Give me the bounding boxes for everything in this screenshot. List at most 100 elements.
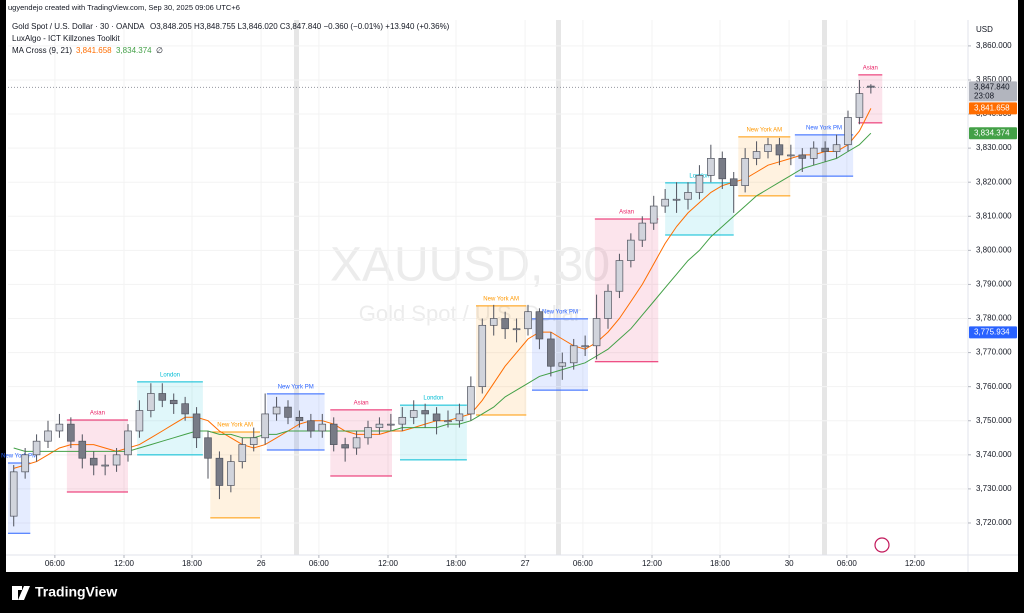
candle-body <box>775 144 784 156</box>
killzone-box <box>266 393 325 451</box>
candle-body <box>661 198 669 207</box>
price-badge-label: 3,775.934 <box>974 327 1010 336</box>
candle-body <box>832 144 841 152</box>
x-tick-label: 26 <box>257 559 266 568</box>
killzone-label: Asian <box>863 65 878 71</box>
killzone-label: Asian <box>354 400 369 406</box>
killzone-label: Asian <box>619 210 634 216</box>
candle-body <box>215 457 224 486</box>
ma-fast-value: 3,841.658 <box>76 46 112 55</box>
countdown: 23:08 <box>974 91 995 100</box>
x-tick-label: 12:00 <box>905 559 926 568</box>
killzone-label: New York AM <box>483 296 519 302</box>
candle-body <box>44 430 52 442</box>
candle-body <box>844 117 852 146</box>
currency: USD <box>976 25 993 34</box>
candle-body <box>684 192 692 200</box>
killzone-label: New York AM <box>217 423 253 429</box>
ma-name: MA Cross (9, 21) <box>12 46 72 55</box>
price-badge <box>969 102 1017 115</box>
x-tick-label: 12:00 <box>642 559 663 568</box>
candle-body <box>204 437 212 459</box>
killzone-label: New York PM <box>542 309 578 315</box>
candle-body <box>67 423 75 442</box>
x-tick-label: 27 <box>521 559 530 568</box>
candle-body <box>524 311 532 330</box>
y-tick-label: 3,760.000 <box>976 382 1012 391</box>
y-tick-label: 3,810.000 <box>976 211 1012 220</box>
y-tick-label: 3,730.000 <box>976 484 1012 493</box>
candle-body <box>409 410 418 418</box>
candle-body <box>547 338 555 367</box>
candle-body <box>672 198 681 201</box>
y-tick-label: 3,790.000 <box>976 280 1012 289</box>
y-tick-label: 3,830.000 <box>976 143 1012 152</box>
candle-body <box>272 406 281 415</box>
y-tick-label: 3,860.000 <box>976 41 1012 50</box>
y-tick-label: 3,770.000 <box>976 348 1012 357</box>
candle-body <box>284 406 292 418</box>
candle-body <box>729 178 738 186</box>
x-tick-label: 06:00 <box>837 559 858 568</box>
killzone-label: London <box>160 372 180 378</box>
candle-body <box>821 147 829 152</box>
candle-body <box>604 290 612 319</box>
candle-body <box>318 423 327 432</box>
killzone-label: New York PM <box>1 454 37 460</box>
moving-average <box>13 132 872 452</box>
candle-body <box>147 393 155 411</box>
candle-body <box>387 423 395 426</box>
price-badge <box>969 81 1017 102</box>
candle-body <box>329 423 338 445</box>
candle-body <box>112 454 121 466</box>
candle-body <box>752 151 761 159</box>
candle-body <box>638 222 647 241</box>
y-tick-label: 3,800.000 <box>976 245 1012 254</box>
candle-body <box>855 93 864 118</box>
y-tick-label: 3,750.000 <box>976 416 1012 425</box>
candle-body <box>809 147 818 159</box>
moving-average <box>13 108 872 469</box>
watermark-symbol: XAUUSD, 30 <box>330 239 610 292</box>
x-tick-label: 12:00 <box>114 559 135 568</box>
candle-body <box>78 440 87 459</box>
ohlc: O3,848.205 H3,848.755 L3,846.020 C3,847.… <box>150 22 450 31</box>
brand-logo <box>12 586 30 600</box>
y-tick-label: 3,850.000 <box>976 75 1012 84</box>
killzone-box <box>594 219 659 362</box>
killzone-label: Asian <box>90 411 105 417</box>
candle-body <box>398 416 407 425</box>
chart-panel <box>6 0 1018 572</box>
candle-body <box>364 427 372 439</box>
candle-body <box>295 416 304 422</box>
x-tick-label: 06:00 <box>573 559 594 568</box>
price-badge <box>969 127 1017 140</box>
ma-extra: ∅ <box>156 46 163 55</box>
plot: New York PM Asian London New York AM New Yor… <box>1 20 968 555</box>
candle-body <box>444 420 452 423</box>
watermark-name: Gold Spot / U.S. Dollar <box>359 301 582 326</box>
indicator-name: LuxAlgo - ICT Killzones Toolkit <box>12 34 121 43</box>
x-tick-label: 18:00 <box>182 559 203 568</box>
credit: ugyendejo created with TradingView.com, … <box>8 3 240 12</box>
candle-body <box>375 423 384 428</box>
candle-body <box>741 158 749 186</box>
price-badge-label: 3,847.840 <box>974 82 1010 91</box>
y-tick-label: 3,720.000 <box>976 518 1012 527</box>
candle-body <box>432 413 441 422</box>
candle-body <box>558 362 567 367</box>
killzone-label: New York PM <box>278 384 314 390</box>
x-tick-label: 30 <box>785 559 794 568</box>
x-tick-label: 18:00 <box>710 559 731 568</box>
alert-icon[interactable] <box>874 537 890 553</box>
candle-body <box>627 239 635 261</box>
x-tick-label: 12:00 <box>378 559 399 568</box>
candle-body <box>649 205 658 224</box>
candle-body <box>489 318 498 326</box>
symbol-title: Gold Spot / U.S. Dollar · 30 · OANDA <box>12 22 145 31</box>
candle-body <box>352 437 361 449</box>
candle-body <box>192 413 201 439</box>
candle-body <box>261 413 269 439</box>
candle-body <box>89 457 98 466</box>
